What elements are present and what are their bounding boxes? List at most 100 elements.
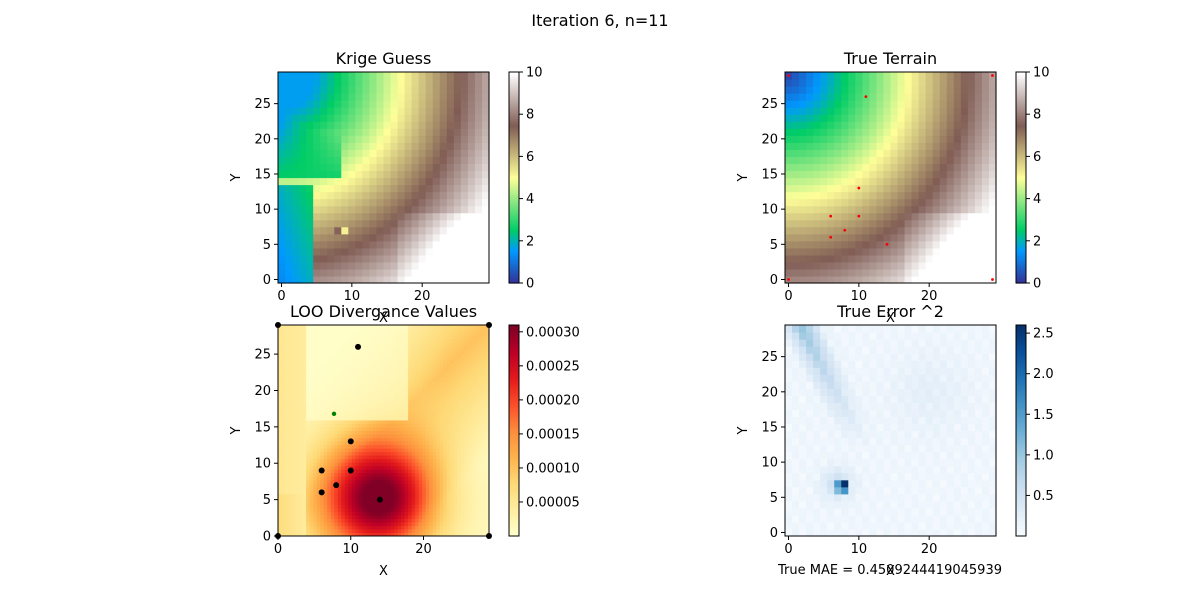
- colorbar-tick-label: 4: [1033, 192, 1041, 207]
- x-tick-label: 10: [851, 542, 868, 557]
- y-tick-label: 5: [263, 493, 271, 508]
- colorbar-tick-label: 1.0: [1033, 448, 1054, 463]
- sample-point: [857, 186, 861, 190]
- colorbar-tick-label: 0.00025: [526, 359, 580, 374]
- figure-suptitle: Iteration 6, n=11: [531, 11, 668, 30]
- colorbar-frame: [1015, 324, 1027, 537]
- krige-guess-ylabel: Y: [229, 173, 244, 182]
- krige-guess-heatmap: [278, 72, 490, 284]
- y-tick-label: 25: [254, 97, 271, 112]
- x-tick-label: 10: [342, 542, 359, 557]
- true-terrain-sample-points: [787, 74, 994, 281]
- colorbar-frame: [508, 71, 520, 284]
- y-tick-label: 15: [761, 167, 778, 182]
- y-tick-label: 5: [770, 238, 778, 253]
- colorbar-tick-label: 0.00010: [526, 461, 580, 476]
- loo-divergence-ylabel: Y: [229, 426, 244, 435]
- sample-point: [857, 214, 861, 218]
- true-error-axes: 0 10 20 0 5 10 15 20 25: [761, 350, 937, 557]
- y-tick-label: 0: [770, 273, 778, 288]
- loo-divergence-axes: 0 10 20 0 5 10 15 20 25: [254, 348, 431, 557]
- colorbar-tick-label: 0: [526, 277, 534, 292]
- true-mae-note: True MAE = 0.4509244419045939: [777, 563, 1002, 578]
- loo-divergence-title: LOO Divergance Values: [290, 302, 477, 321]
- colorbar-tick-label: 10: [1033, 66, 1050, 81]
- sample-point: [829, 235, 833, 239]
- loo-divergence-colorbar: 0.00005 0.00010 0.00015 0.00020 0.00025 0.000…: [508, 324, 580, 537]
- true-terrain-xlabel: X: [886, 311, 895, 326]
- y-tick-label: 5: [263, 238, 271, 253]
- colorbar-tick-label: 0.5: [1033, 489, 1054, 504]
- true-terrain-title: True Terrain: [843, 49, 937, 68]
- y-tick-label: 15: [761, 420, 778, 435]
- sample-point: [318, 489, 325, 496]
- krige-guess-axes-frame: [277, 71, 490, 284]
- y-tick-label: 10: [761, 456, 778, 471]
- loo-divergence-heatmap: [278, 325, 490, 537]
- sample-point: [843, 228, 847, 232]
- colorbar-tick-label: 2: [526, 234, 534, 249]
- y-tick-label: 25: [761, 350, 778, 365]
- colorbar-tick-label: 2: [1033, 234, 1041, 249]
- true-error-axes-frame: [784, 324, 997, 537]
- colorbar-tick-label: 0.00020: [526, 393, 580, 408]
- colorbar-tick-label: 0.00030: [526, 325, 580, 340]
- y-tick-label: 10: [761, 203, 778, 218]
- true-terrain-axes: 0 10 20 0 5 10 15 20 25: [761, 97, 937, 304]
- sample-point: [829, 214, 833, 218]
- sample-point: [355, 343, 362, 350]
- colorbar-tick-label: 0: [1033, 277, 1041, 292]
- x-tick-label: 10: [851, 289, 868, 304]
- sample-point: [376, 496, 383, 503]
- next-sample-point: [331, 411, 337, 416]
- y-tick-label: 10: [254, 457, 271, 472]
- true-terrain-colorbar: 0 2 4 6 8 10: [1015, 66, 1050, 292]
- colorbar-tick-label: 8: [526, 108, 534, 123]
- sample-point: [347, 438, 354, 445]
- y-tick-label: 0: [770, 526, 778, 541]
- colorbar-frame: [508, 324, 520, 537]
- y-tick-label: 25: [254, 348, 271, 363]
- colorbar-tick-label: 4: [526, 192, 534, 207]
- sample-point: [991, 278, 994, 281]
- colorbar-tick-label: 2.5: [1033, 327, 1054, 342]
- sample-point: [347, 467, 354, 474]
- x-tick-label: 0: [277, 289, 285, 304]
- x-tick-label: 0: [784, 542, 792, 557]
- y-tick-label: 25: [761, 97, 778, 112]
- sample-point: [333, 482, 340, 489]
- y-tick-label: 20: [761, 385, 778, 400]
- x-tick-label: 20: [414, 289, 431, 304]
- colorbar-frame: [1015, 71, 1027, 284]
- y-tick-label: 5: [770, 491, 778, 506]
- y-tick-label: 20: [254, 384, 271, 399]
- loo-divergence-xlabel: X: [379, 564, 388, 579]
- true-error-title: True Error ^2: [836, 302, 944, 321]
- x-tick-label: 0: [274, 542, 282, 557]
- krige-guess-panel: 0 10 20 0 5 10 15 20 25 Krige Guess X Y 0 2 4 6 8 10: [229, 49, 543, 326]
- x-tick-label: 20: [921, 289, 938, 304]
- colorbar-tick-label: 10: [526, 66, 543, 81]
- krige-guess-xlabel: X: [379, 311, 388, 326]
- true-error-xlabel: X: [886, 564, 895, 579]
- sample-point: [991, 74, 994, 77]
- sample-point: [787, 74, 790, 77]
- y-tick-label: 20: [761, 132, 778, 147]
- krige-guess-colorbar: 0 2 4 6 8 10: [508, 66, 543, 292]
- sample-point: [864, 95, 868, 99]
- sample-point: [318, 467, 325, 474]
- true-terrain-axes-frame: [784, 71, 997, 284]
- colorbar-tick-label: 2.0: [1033, 367, 1054, 382]
- colorbar-tick-label: 1.5: [1033, 408, 1054, 423]
- krige-guess-title: Krige Guess: [336, 49, 432, 68]
- y-tick-label: 0: [263, 530, 271, 545]
- x-tick-label: 20: [415, 542, 432, 557]
- true-error-colorbar: 0.5 1.0 1.5 2.0 2.5: [1015, 324, 1054, 537]
- loo-divergence-axes-frame: [277, 324, 490, 537]
- true-terrain-heatmap: [785, 72, 997, 284]
- sample-point: [787, 278, 790, 281]
- colorbar-tick-label: 0.00005: [526, 495, 580, 510]
- loo-divergence-sample-points: [275, 322, 492, 539]
